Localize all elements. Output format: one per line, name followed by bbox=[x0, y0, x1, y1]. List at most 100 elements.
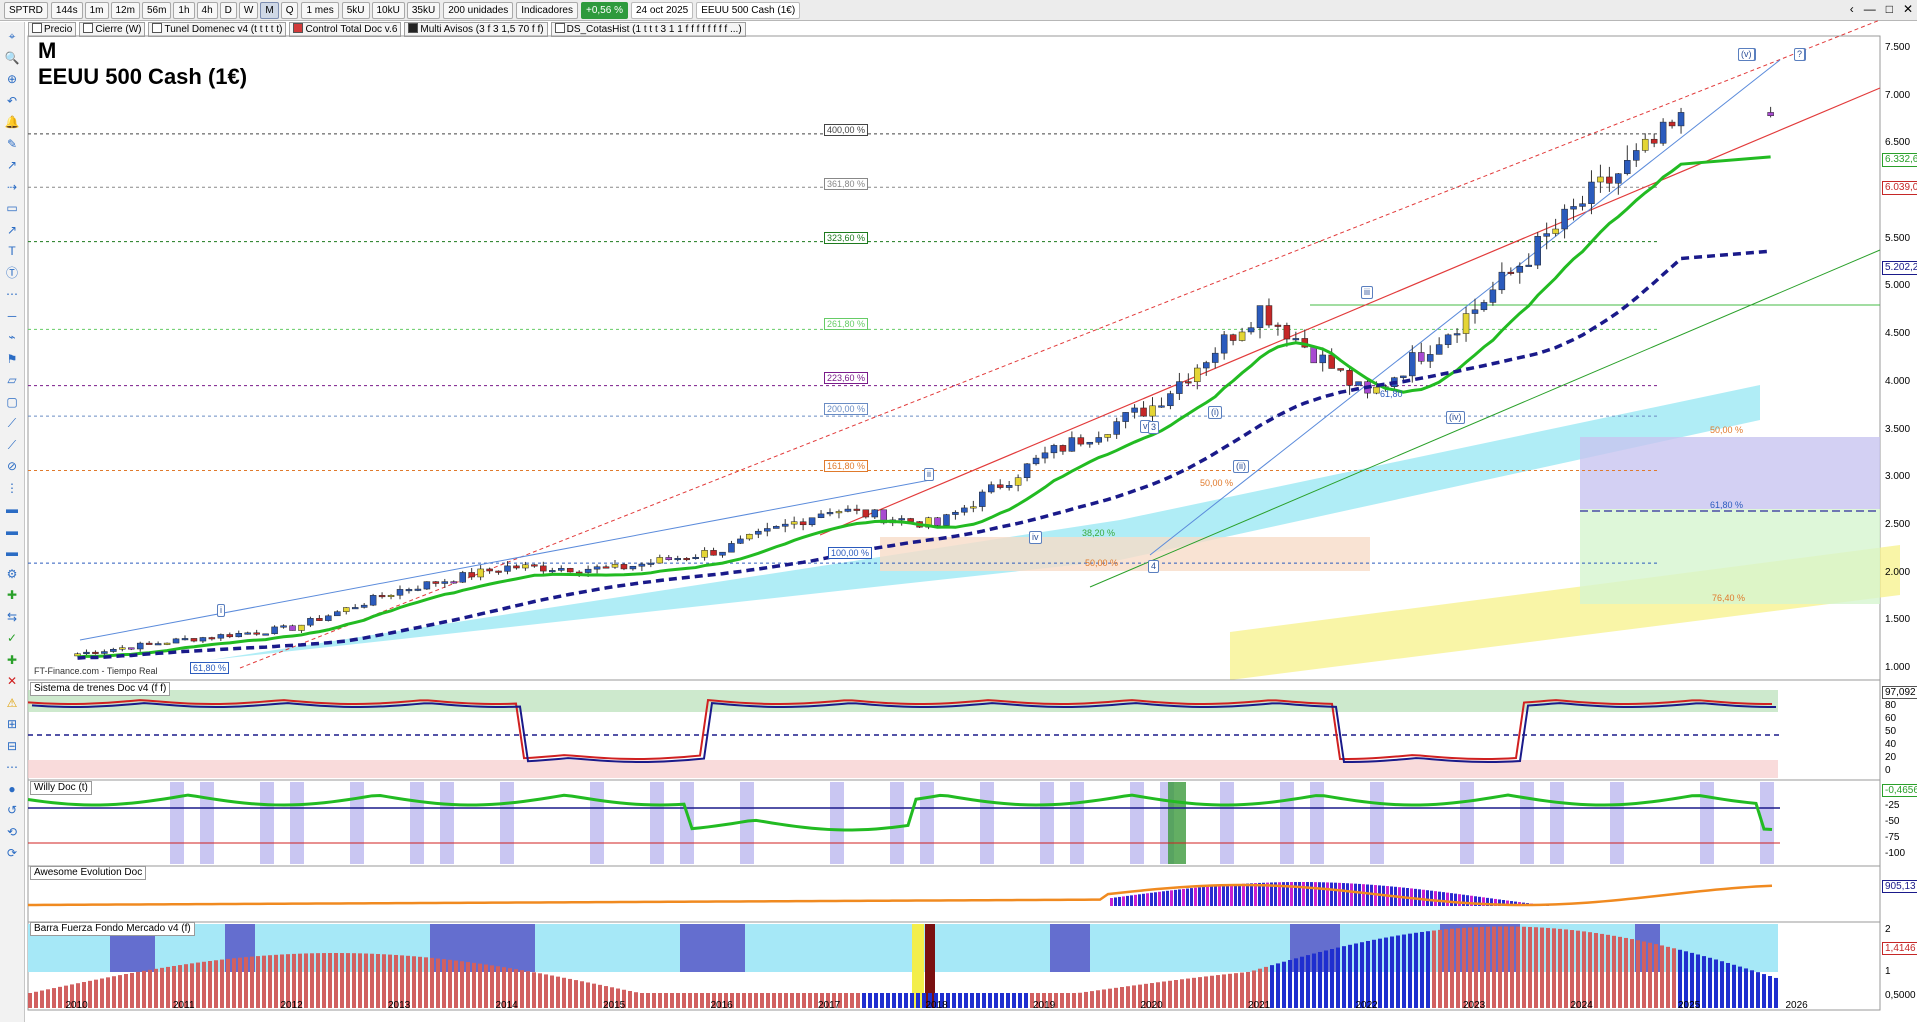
fuerza-bar bbox=[40, 991, 44, 1008]
candle-body bbox=[1141, 408, 1147, 416]
candle-body bbox=[1248, 328, 1254, 332]
candle-body bbox=[1042, 453, 1048, 458]
year-axis-label: 2025 bbox=[1678, 1000, 1700, 1011]
willy-highlight-bar bbox=[170, 782, 184, 864]
candle-body bbox=[218, 634, 224, 638]
fuerza-bar bbox=[1294, 958, 1298, 1008]
awesome-bar bbox=[1158, 892, 1161, 906]
fuerza-bar bbox=[484, 965, 488, 1008]
awesome-bar bbox=[1422, 890, 1425, 906]
fuerza-bar bbox=[118, 975, 122, 1008]
awesome-bar bbox=[1174, 890, 1177, 906]
candle-body bbox=[1114, 422, 1120, 435]
candle-body bbox=[1535, 236, 1541, 265]
fuerza-bar bbox=[586, 982, 590, 1008]
price-axis-label: 6.500 bbox=[1885, 137, 1910, 148]
candle-body bbox=[1329, 355, 1335, 369]
awesome-bar bbox=[1366, 884, 1369, 906]
retracement-label: 50,00 % bbox=[1200, 478, 1233, 488]
fuerza-bar bbox=[1342, 946, 1346, 1008]
fuerza-bar bbox=[46, 989, 50, 1008]
awesome-bar bbox=[1114, 897, 1117, 906]
fuerza-bar bbox=[658, 993, 662, 1008]
candle-body bbox=[1472, 310, 1478, 314]
fuerza-value-tag: 1,4146 bbox=[1882, 942, 1917, 955]
candle-body bbox=[1553, 229, 1559, 234]
candle-body bbox=[1033, 458, 1039, 464]
candle-body bbox=[325, 616, 331, 621]
fuerza-bar bbox=[214, 960, 218, 1008]
candle-body bbox=[1266, 306, 1272, 325]
year-axis-label: 2018 bbox=[926, 1000, 948, 1011]
fuerza-bar bbox=[1768, 976, 1772, 1008]
willy-highlight-bar bbox=[1370, 782, 1384, 864]
awesome-bar bbox=[1178, 889, 1181, 906]
trends-value-tag: 97,092 bbox=[1882, 686, 1917, 699]
retracement-label: 61,80 bbox=[1380, 389, 1403, 399]
candle-body bbox=[1651, 139, 1657, 143]
candle-body bbox=[1409, 352, 1415, 375]
candle-body bbox=[1239, 332, 1245, 341]
candle-body bbox=[755, 531, 761, 534]
fuerza-bar bbox=[640, 993, 644, 1008]
awesome-bar bbox=[1298, 882, 1301, 906]
fuerza-bar bbox=[52, 988, 56, 1008]
fuerza-pane-title[interactable]: Barra Fuerza Fondo Mercado v4 (f) bbox=[30, 922, 195, 936]
awesome-bar bbox=[1138, 894, 1141, 906]
year-axis-label: 2017 bbox=[818, 1000, 840, 1011]
year-axis-label: 2023 bbox=[1463, 1000, 1485, 1011]
awesome-pane-title[interactable]: Awesome Evolution Doc bbox=[30, 866, 146, 880]
fuerza-bar bbox=[1324, 950, 1328, 1008]
awesome-bar bbox=[1126, 896, 1129, 906]
fib-level-label: 361,80 % bbox=[824, 178, 868, 190]
fuerza-bar bbox=[1642, 941, 1646, 1008]
candle-body bbox=[370, 595, 376, 605]
candle-body bbox=[1356, 382, 1362, 386]
fib-level-label: 323,60 % bbox=[824, 232, 868, 244]
fuerza-bar bbox=[1744, 968, 1748, 1008]
candle-body bbox=[505, 566, 511, 571]
candle-body bbox=[827, 512, 833, 514]
candle-body bbox=[1105, 434, 1111, 437]
fuerza-bar bbox=[1726, 963, 1730, 1008]
fuerza-bar bbox=[142, 971, 146, 1008]
fuerza-bar bbox=[1402, 935, 1406, 1008]
trends-pane-title[interactable]: Sistema de trenes Doc v4 (f f) bbox=[30, 682, 170, 696]
fuerza-bar bbox=[262, 956, 266, 1008]
awesome-bar bbox=[1322, 882, 1325, 906]
fuerza-bar bbox=[238, 958, 242, 1008]
candle-body bbox=[952, 512, 958, 514]
fuerza-bar bbox=[886, 993, 890, 1008]
fuerza-bar bbox=[442, 959, 446, 1008]
awesome-bar bbox=[1446, 893, 1449, 906]
fuerza-bar bbox=[1732, 965, 1736, 1008]
candle-body bbox=[290, 626, 296, 631]
awesome-bar bbox=[1154, 892, 1157, 906]
price-axis-label: 2.000 bbox=[1885, 567, 1910, 578]
fuerza-bar bbox=[1714, 959, 1718, 1008]
willy-pane-title[interactable]: Willy Doc (t) bbox=[30, 781, 92, 795]
candle-body bbox=[943, 515, 949, 526]
fuerza-bar bbox=[1486, 927, 1490, 1008]
candle-body bbox=[1069, 438, 1075, 452]
retracement-zone bbox=[880, 537, 1370, 571]
fuerza-bar bbox=[1330, 949, 1334, 1008]
fuerza-bar bbox=[1390, 936, 1394, 1008]
fuerza-bar bbox=[1450, 929, 1454, 1008]
fuerza-bar bbox=[334, 953, 338, 1008]
fuerza-bar bbox=[1318, 952, 1322, 1008]
fuerza-bar bbox=[448, 960, 452, 1008]
fuerza-bar bbox=[1228, 974, 1232, 1008]
candle-body bbox=[1418, 352, 1424, 361]
candle-body bbox=[854, 509, 860, 511]
fuerza-bar bbox=[436, 959, 440, 1008]
fuerza-bar bbox=[1528, 927, 1532, 1008]
fuerza-bar bbox=[136, 972, 140, 1008]
fuerza-bar bbox=[454, 961, 458, 1008]
candle-body bbox=[146, 643, 152, 645]
candle-body bbox=[1436, 345, 1442, 355]
fuerza-bar bbox=[1480, 927, 1484, 1008]
price-axis-label: 5.000 bbox=[1885, 280, 1910, 291]
candle-body bbox=[92, 652, 98, 654]
